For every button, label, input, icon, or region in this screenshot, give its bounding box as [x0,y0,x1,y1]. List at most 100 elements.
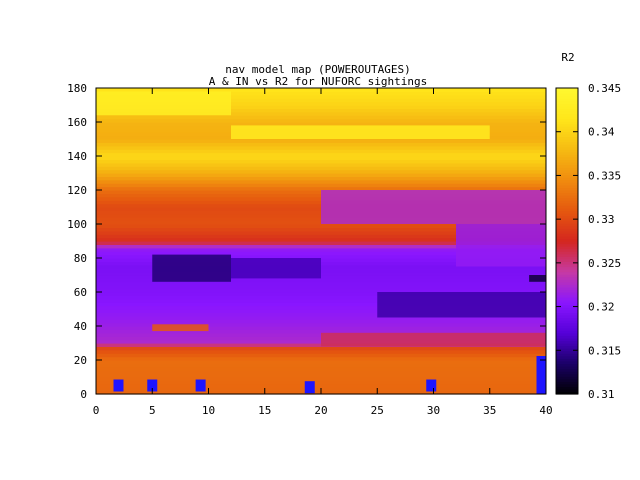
heatmap-row [96,244,546,249]
colorbar-band [556,241,578,245]
colorbar-band [556,190,578,194]
colorbar-band [556,332,578,336]
y-tick-label: 180 [67,82,87,95]
colorbar-band [556,371,578,375]
heatmap-row [96,380,546,385]
colorbar-band [556,386,578,390]
colorbar-band [556,192,578,196]
colorbar-band [556,261,578,265]
colorbar-band [556,118,578,122]
marker-point [147,379,158,392]
heatmap-row [96,101,546,106]
heatmap-row [96,183,546,188]
heatmap-row [96,329,546,334]
colorbar-tick-label: 0.335 [588,169,621,182]
y-tick-label: 160 [67,116,87,129]
heatmap-patch [456,224,546,267]
colorbar-band [556,271,578,275]
colorbar-band [556,126,578,130]
heatmap-row [96,94,546,99]
heatmap-patch [321,332,546,347]
heatmap-row [96,295,546,300]
heatmap-row [96,241,546,245]
heatmap-row [96,152,546,157]
heatmap-row [96,373,546,378]
colorbar-band [556,128,578,132]
colorbar-band [556,200,578,204]
colorbar-band [556,337,578,342]
colorbar-band [556,169,578,173]
colorbar-band [556,177,578,181]
heatmap-row [96,305,546,310]
heatmap-row [96,363,546,368]
colorbar-band [556,253,578,257]
heatmap-row [96,162,546,167]
heatmap-patch [529,275,546,282]
colorbar-band [556,93,578,97]
heatmap-row [96,98,546,103]
heatmap-row [96,149,546,154]
heatmap-row [96,366,546,371]
colorbar-band [556,360,578,364]
colorbar-band [556,100,578,104]
heatmap-row [96,145,546,150]
colorbar-band [556,378,578,382]
colorbar-band [556,381,578,385]
colorbar-band [556,258,578,262]
y-tick-label: 80 [74,252,87,265]
colorbar-band [556,269,578,273]
colorbar-band [556,330,578,334]
heatmap-row [96,105,546,109]
colorbar-band [556,202,578,206]
colorbar-band [556,355,578,359]
colorbar-band [556,246,578,250]
colorbar-band [556,314,578,319]
heatmap-row [96,230,546,235]
heatmap-row [96,254,546,259]
heatmap-patch [152,254,231,282]
colorbar-band [556,376,578,380]
colorbar-band [556,307,578,311]
heatmap-row [96,176,546,181]
colorbar-band [556,299,578,303]
y-tick-label: 20 [74,354,87,367]
y-tick-label: 40 [74,320,87,333]
heatmap-row [96,139,546,143]
heatmap-row [96,179,546,184]
x-tick-label: 25 [371,404,384,417]
colorbar-band [556,383,578,387]
colorbar-band [556,284,578,288]
colorbar-tick-label: 0.33 [588,213,615,226]
colorbar-band [556,154,578,158]
heatmap-row [96,281,546,286]
colorbar-band [556,238,578,242]
marker-point [536,356,547,394]
colorbar-band [556,391,578,395]
x-tick-label: 40 [539,404,552,417]
heatmap-row [96,298,546,303]
heatmap-cells [96,88,546,395]
colorbar-band [556,197,578,201]
colorbar-band [556,98,578,102]
colorbar-band [556,368,578,372]
colorbar-band [556,187,578,191]
colorbar-band [556,388,578,393]
marker-layer [113,356,547,394]
colorbar-band [556,281,578,285]
colorbar-frame [555,87,579,395]
heatmap-patch [321,190,546,224]
colorbar-band [556,103,578,107]
heatmap-patch [231,258,321,279]
colorbar-band [556,251,578,255]
colorbar-band [556,235,578,240]
colorbar-band [556,205,578,209]
colorbar-band [556,312,578,316]
colorbar-band [556,218,578,222]
colorbar-tick-label: 0.315 [588,344,621,357]
colorbar-band [556,228,578,232]
colorbar-band [556,358,578,362]
heatmap-row [96,383,546,388]
colorbar-band [556,144,578,148]
colorbar-band [556,108,578,112]
